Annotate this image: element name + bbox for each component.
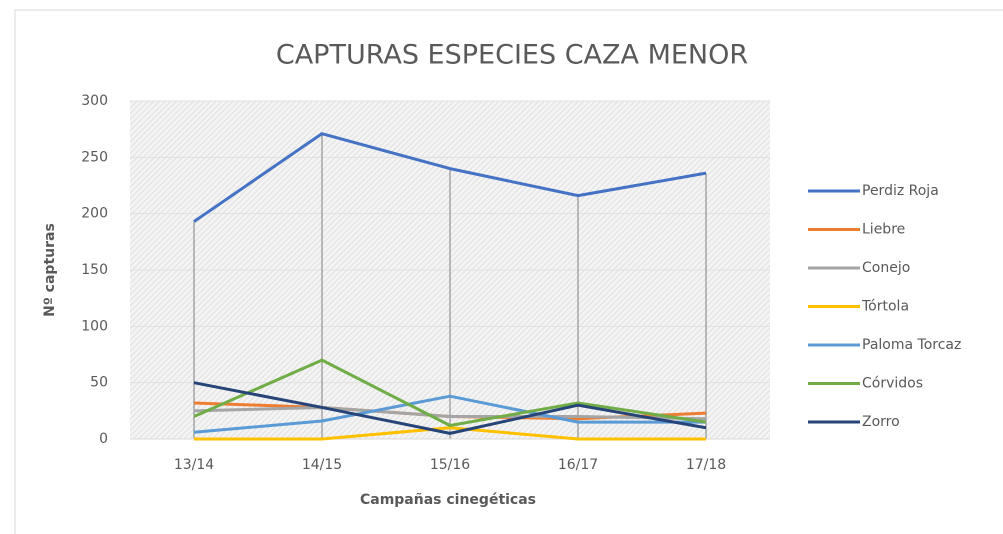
legend-label: Liebre	[862, 222, 905, 238]
x-tick-label: 16/17	[558, 457, 598, 473]
x-tick-label: 15/16	[430, 457, 470, 473]
y-tick-label: 150	[81, 262, 108, 278]
series-line	[193, 132, 707, 223]
y-tick-label: 50	[90, 375, 108, 391]
y-axis-label: Nº capturas	[42, 223, 58, 317]
legend-label: Córvidos	[862, 376, 923, 392]
y-tick-label: 100	[81, 318, 108, 334]
chart-title: CAPTURAS ESPECIES CAZA MENOR	[276, 40, 748, 71]
legend-label: Zorro	[862, 414, 900, 430]
series-line	[193, 394, 706, 434]
y-tick-label: 0	[99, 431, 108, 447]
x-tick-label: 17/18	[686, 457, 726, 473]
legend-label: Paloma Torcaz	[862, 337, 961, 353]
y-tick-label: 250	[81, 149, 108, 165]
series-line	[193, 381, 707, 435]
legend-label: Perdiz Roja	[862, 183, 939, 199]
x-tick-label: 14/15	[302, 457, 342, 473]
series-line	[194, 426, 706, 441]
x-axis-label: Campañas cinegéticas	[360, 492, 536, 508]
x-tick-label: 13/14	[174, 457, 214, 473]
legend-label: Conejo	[862, 260, 910, 276]
y-tick-label: 300	[81, 93, 108, 109]
legend-label: Tórtola	[861, 299, 909, 315]
series-line	[193, 405, 707, 421]
series-line	[193, 358, 707, 427]
chart-frame	[14, 9, 1003, 534]
y-tick-label: 200	[81, 206, 108, 222]
